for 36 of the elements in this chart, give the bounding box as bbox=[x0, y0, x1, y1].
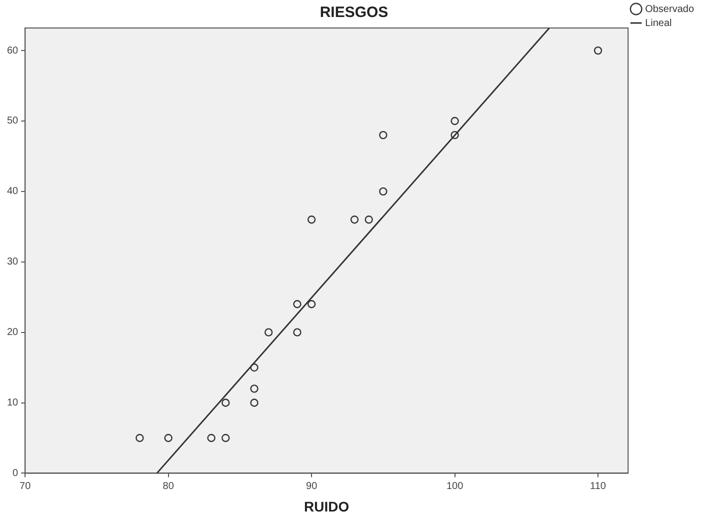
y-tick-label: 60 bbox=[7, 45, 19, 56]
point bbox=[293, 328, 302, 336]
y-tick-label: 0 bbox=[12, 468, 19, 479]
legend-label: Observado bbox=[645, 4, 694, 15]
x-tick-label: 90 bbox=[306, 480, 318, 492]
point bbox=[250, 363, 258, 372]
point bbox=[207, 434, 216, 442]
x-tick-label: 110 bbox=[590, 480, 606, 492]
y-tick-label: 40 bbox=[7, 186, 19, 198]
point bbox=[450, 130, 459, 140]
y-tick-label: 50 bbox=[7, 116, 19, 127]
point bbox=[379, 187, 388, 196]
point bbox=[164, 434, 172, 442]
point bbox=[364, 216, 373, 224]
point bbox=[222, 398, 230, 407]
x-axis-title: RUIDO bbox=[304, 498, 350, 514]
chart-title: RIESGOS bbox=[320, 4, 388, 22]
point bbox=[594, 46, 602, 55]
point bbox=[350, 216, 359, 224]
point bbox=[250, 384, 258, 393]
legend-label: Lineal bbox=[645, 18, 672, 29]
point bbox=[293, 300, 302, 308]
point bbox=[264, 328, 273, 336]
point bbox=[307, 216, 316, 224]
point bbox=[379, 130, 388, 140]
x-tick-label: 70 bbox=[20, 480, 32, 492]
point bbox=[250, 398, 258, 407]
point bbox=[450, 116, 459, 126]
x-tick-label: 100 bbox=[446, 480, 464, 492]
point bbox=[222, 434, 230, 442]
y-tick-label: 20 bbox=[7, 327, 19, 338]
point bbox=[307, 300, 316, 308]
x-tick-label: 80 bbox=[162, 480, 174, 492]
y-tick-label: 30 bbox=[7, 256, 19, 268]
point bbox=[136, 434, 144, 442]
y-tick-label: 10 bbox=[7, 398, 19, 409]
